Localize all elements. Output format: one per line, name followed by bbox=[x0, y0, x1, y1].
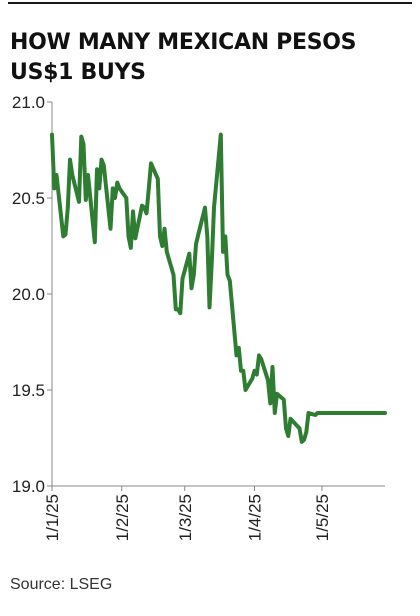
top-rule bbox=[8, 2, 412, 4]
y-tick-label: 19.0 bbox=[12, 477, 45, 496]
x-tick-label: 1/1/25 bbox=[43, 494, 62, 541]
y-tick-label: 19.5 bbox=[12, 381, 45, 400]
plot-area bbox=[50, 132, 387, 444]
source-note: Source: LSEG bbox=[10, 576, 113, 593]
chart-title: HOW MANY MEXICAN PESOS US$1 BUYS bbox=[10, 30, 357, 85]
x-tick-label: 1/3/25 bbox=[176, 494, 195, 541]
x-tick-label: 1/5/25 bbox=[313, 494, 332, 541]
y-tick-label: 21.0 bbox=[12, 93, 45, 112]
y-tick-label: 20.5 bbox=[12, 189, 45, 208]
series-line-usd-mxn bbox=[50, 132, 387, 444]
x-tick-label: 1/4/25 bbox=[246, 494, 265, 541]
x-tick-label: 1/2/25 bbox=[113, 494, 132, 541]
y-axis: 19.0 19.5 20.0 20.5 21.0 bbox=[12, 93, 53, 496]
x-axis: 1/1/25 1/2/25 1/3/25 1/4/25 1/5/25 bbox=[43, 485, 385, 541]
y-tick-label: 20.0 bbox=[12, 285, 45, 304]
